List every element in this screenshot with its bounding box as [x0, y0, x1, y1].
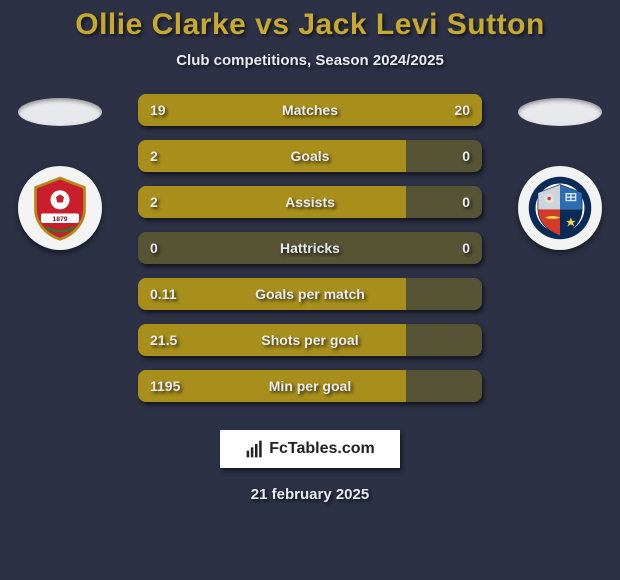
stat-label: Min per goal [208, 378, 412, 394]
stat-label: Shots per goal [208, 332, 412, 348]
player-right-column [500, 94, 620, 250]
bars-icon [245, 439, 265, 459]
stat-value-left: 0.11 [138, 286, 208, 302]
stat-row: 1195Min per goal [138, 370, 482, 402]
stat-value-right: 20 [412, 102, 482, 118]
date-text: 21 february 2025 [0, 486, 620, 503]
stat-label: Hattricks [208, 240, 412, 256]
stat-value-left: 2 [138, 148, 208, 164]
stat-value-right: 0 [412, 240, 482, 256]
stat-label: Goals [208, 148, 412, 164]
page-title: Ollie Clarke vs Jack Levi Sutton [0, 8, 620, 42]
brand-text: FcTables.com [269, 440, 375, 458]
club-crest-right [518, 166, 602, 250]
stat-row: 0Hattricks0 [138, 232, 482, 264]
stats-area: 1879 [0, 94, 620, 402]
stat-value-left: 19 [138, 102, 208, 118]
stat-label: Assists [208, 194, 412, 210]
stat-value-right: 0 [412, 148, 482, 164]
tamworth-crest-icon [526, 174, 594, 242]
comparison-card: Ollie Clarke vs Jack Levi Sutton Club co… [0, 0, 620, 580]
stat-rows: 19Matches202Goals02Assists00Hattricks00.… [138, 94, 482, 402]
stat-row: 2Goals0 [138, 140, 482, 172]
club-crest-left: 1879 [18, 166, 102, 250]
player-right-photo-placeholder [518, 98, 602, 126]
swindon-town-crest-icon: 1879 [26, 174, 94, 242]
stat-label: Goals per match [208, 286, 412, 302]
player-left-photo-placeholder [18, 98, 102, 126]
svg-text:1879: 1879 [52, 216, 67, 223]
stat-row: 21.5Shots per goal [138, 324, 482, 356]
stat-row: 19Matches20 [138, 94, 482, 126]
subtitle: Club competitions, Season 2024/2025 [0, 52, 620, 69]
stat-label: Matches [208, 102, 412, 118]
player-left-column: 1879 [0, 94, 120, 250]
brand-badge: FcTables.com [220, 430, 400, 468]
stat-value-left: 21.5 [138, 332, 208, 348]
stat-row: 2Assists0 [138, 186, 482, 218]
stat-value-right: 0 [412, 194, 482, 210]
stat-value-left: 1195 [138, 378, 208, 394]
stat-value-left: 0 [138, 240, 208, 256]
stat-row: 0.11Goals per match [138, 278, 482, 310]
stat-value-left: 2 [138, 194, 208, 210]
